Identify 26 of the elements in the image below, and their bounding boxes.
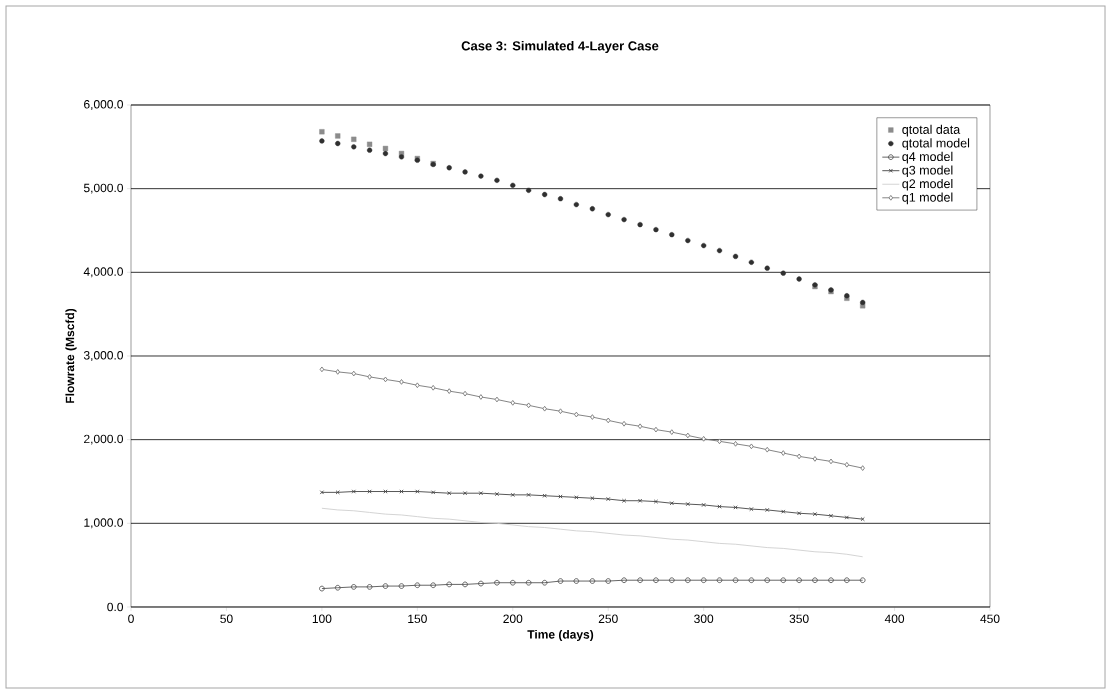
x-tick-label: 450 [980,614,1000,624]
legend-label: q4 model [902,151,953,164]
x-tick-label: 350 [789,614,809,624]
y-axis-title: Flowrate (Mscfd) [65,308,77,403]
x-tick-label: 400 [884,614,905,624]
y-tick-label: 1,000.0 [84,518,124,529]
legend-label: q3 model [902,165,953,178]
x-tick-label: 150 [408,614,427,624]
y-tick-label: 2,000.0 [84,434,124,445]
x-tick-label: 250 [598,614,618,624]
legend-label: q2 model [902,178,953,191]
x-tick-label: 50 [220,614,233,624]
y-tick-label: 5,000.0 [83,183,124,194]
legend-label: qtotal model [902,138,970,150]
legend-label: qtotal data [902,124,961,137]
x-tick-label: 300 [694,614,714,624]
y-tick-label: 3,000.0 [83,351,124,361]
x-axis-title: Time (days) [527,629,594,642]
x-tick-label: 100 [312,614,332,624]
x-tick-label: 200 [503,614,523,624]
y-tick-label: 0.0 [107,602,124,612]
x-tick-label: 0 [128,614,134,624]
legend-label: q1 model [902,192,953,205]
y-tick-label: 4,000.0 [83,267,124,278]
y-tick-label: 6,000.0 [84,100,124,110]
chart-title: Case 3: Simulated 4-Layer Case [461,40,659,54]
